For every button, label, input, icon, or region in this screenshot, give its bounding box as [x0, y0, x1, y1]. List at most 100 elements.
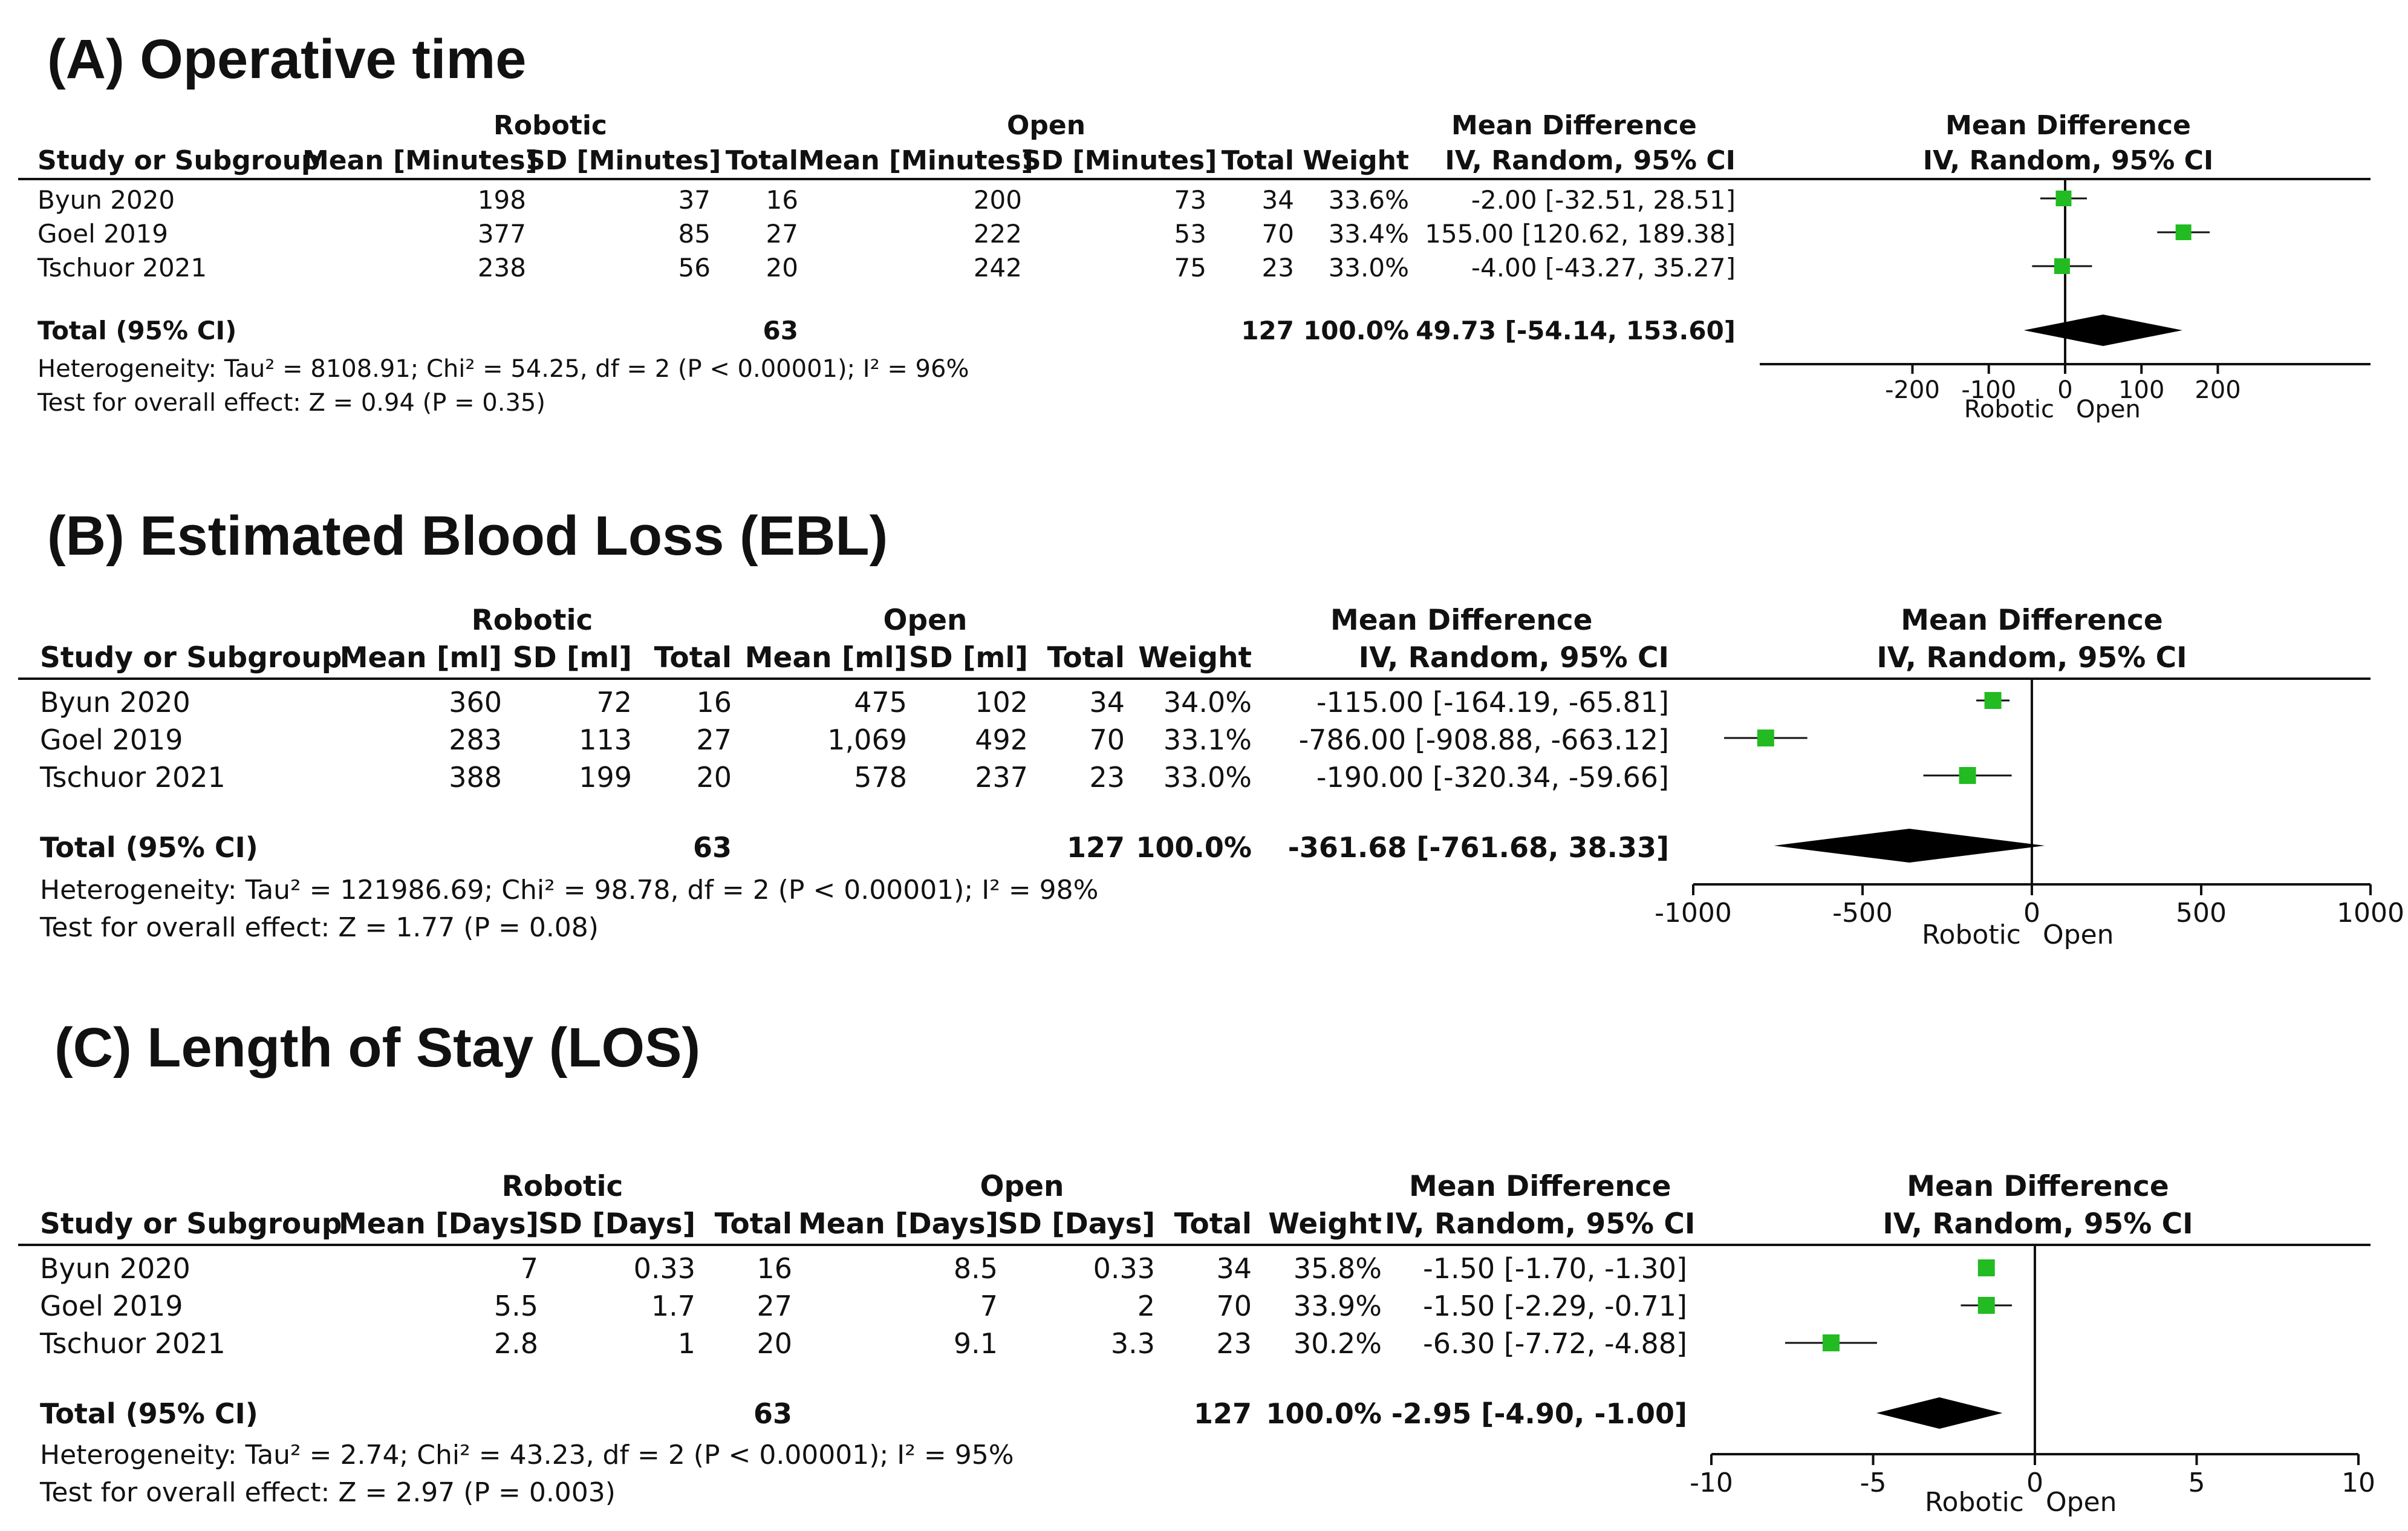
row-open-total: 70 [1216, 1290, 1252, 1322]
total-robotic: 63 [763, 316, 798, 345]
row-weight: 33.0% [1328, 253, 1409, 282]
row-open-sd: 237 [975, 761, 1028, 794]
col-open-total: Total [1174, 1207, 1252, 1241]
row-open-sd: 2 [1137, 1290, 1155, 1322]
header-rule [18, 1244, 2371, 1246]
row-robotic-total: 20 [757, 1327, 792, 1360]
total-label: Total (95% CI) [40, 1397, 258, 1430]
row-open-total: 34 [1216, 1252, 1252, 1285]
total-robotic: 63 [753, 1397, 792, 1430]
row-ci: 155.00 [120.62, 189.38] [1425, 219, 1736, 249]
panel-b: (B) Estimated Blood Loss (EBL) Robotic O… [0, 484, 2408, 980]
panel-a: (A) Operative time Robotic Open Mean Dif… [0, 0, 2408, 460]
row-study: Goel 2019 [40, 723, 183, 756]
overall-effect: Test for overall effect: Z = 0.94 (P = 0… [37, 389, 545, 417]
md-header-line1: Mean Difference [1409, 1170, 1671, 1203]
row-robotic-mean: 198 [477, 185, 526, 215]
col-robotic-total: Total [654, 641, 732, 674]
total-weight: 100.0% [1266, 1397, 1382, 1430]
x-tick-label: -1000 [1655, 898, 1732, 929]
col-open-sd: SD [Minutes] [1022, 145, 1217, 176]
heterogeneity: Heterogeneity: Tau² = 121986.69; Chi² = … [40, 875, 1099, 906]
col-study: Study or Subgroup [40, 641, 342, 674]
x-tick-label: 0 [2057, 376, 2072, 404]
row-open-sd: 53 [1174, 219, 1206, 249]
row-robotic-total: 27 [766, 219, 798, 249]
row-open-mean: 222 [973, 219, 1022, 249]
x-tick-label: 0 [2026, 1467, 2043, 1498]
overall-effect: Test for overall effect: Z = 1.77 (P = 0… [40, 912, 599, 943]
col-robotic-total: Total [714, 1207, 792, 1241]
row-robotic-sd: 199 [579, 761, 632, 794]
favours-right-label: Open [2043, 919, 2114, 950]
row-robotic-sd: 37 [678, 185, 711, 215]
col-open-mean: Mean [ml] [744, 641, 907, 674]
favours-right-label: Open [2076, 396, 2141, 423]
row-robotic-sd: 113 [579, 723, 632, 756]
row-open-total: 23 [1261, 253, 1294, 282]
x-tick-label: 5 [2188, 1467, 2205, 1498]
x-tick-label: 200 [2195, 376, 2240, 404]
row-weight: 33.1% [1163, 723, 1252, 756]
x-tick-label: -5 [1860, 1467, 1887, 1498]
total-ci: -361.68 [-761.68, 38.33] [1287, 831, 1669, 864]
row-robotic-mean: 360 [449, 686, 502, 719]
x-tick-label: -500 [1832, 898, 1893, 929]
header-rule [18, 178, 2371, 180]
study-marker [1977, 1259, 1995, 1276]
row-study: Tschuor 2021 [40, 1327, 226, 1360]
col-robotic-mean: Mean [Minutes] [302, 145, 538, 176]
row-ci: -115.00 [-164.19, -65.81] [1316, 686, 1669, 719]
total-label: Total (95% CI) [37, 316, 237, 345]
md-header-line1: Mean Difference [1330, 604, 1593, 637]
pooled-diamond [2023, 315, 2182, 346]
col-robotic-mean: Mean [Days] [339, 1207, 539, 1241]
row-open-mean: 8.5 [953, 1252, 998, 1285]
row-study: Goel 2019 [40, 1290, 183, 1322]
row-open-mean: 9.1 [953, 1327, 998, 1360]
row-ci: -190.00 [-320.34, -59.66] [1316, 761, 1669, 794]
row-study: Tschuor 2021 [40, 761, 226, 794]
row-open-total: 23 [1089, 761, 1125, 794]
panel-title: (A) Operative time [47, 28, 527, 90]
row-robotic-total: 27 [757, 1290, 792, 1322]
row-weight: 30.2% [1293, 1327, 1382, 1360]
row-open-sd: 73 [1174, 185, 1206, 215]
total-open: 127 [1241, 316, 1294, 345]
x-tick-label: -10 [1690, 1467, 1733, 1498]
row-study: Tschuor 2021 [37, 253, 207, 282]
favours-left-label: Robotic [1964, 396, 2054, 423]
total-ci: 49.73 [-54.14, 153.60] [1416, 316, 1736, 345]
col-open-total: Total [1047, 641, 1125, 674]
study-marker [2054, 258, 2070, 274]
row-robotic-total: 16 [766, 185, 798, 215]
x-tick-label: 100 [2118, 376, 2164, 404]
row-robotic-mean: 2.8 [493, 1327, 538, 1360]
row-open-mean: 475 [854, 686, 907, 719]
row-robotic-mean: 388 [449, 761, 502, 794]
row-ci: -1.50 [-2.29, -0.71] [1423, 1290, 1687, 1322]
panel-title: (B) Estimated Blood Loss (EBL) [47, 505, 888, 567]
total-weight: 100.0% [1303, 316, 1409, 345]
row-study: Byun 2020 [40, 1252, 190, 1285]
study-marker [1822, 1334, 1840, 1351]
header-rule [18, 677, 2371, 680]
row-study: Goel 2019 [37, 219, 168, 249]
study-marker [1977, 1297, 1995, 1314]
md-plot-header-line1: Mean Difference [1945, 110, 2191, 141]
open-group-header: Open [883, 604, 968, 637]
col-open-mean: Mean [Days] [798, 1207, 999, 1241]
row-weight: 34.0% [1163, 686, 1252, 719]
robotic-group-header: Robotic [493, 110, 608, 141]
md-plot-header-line2: IV, Random, 95% CI [1876, 641, 2187, 674]
study-marker [1984, 692, 2002, 709]
row-open-total: 23 [1216, 1327, 1252, 1360]
md-plot-header-line1: Mean Difference [1907, 1170, 2169, 1203]
row-open-sd: 0.33 [1093, 1252, 1155, 1285]
total-ci: -2.95 [-4.90, -1.00] [1391, 1397, 1687, 1430]
x-tick-label: -100 [1961, 376, 2016, 404]
col-study: Study or Subgroup [37, 145, 321, 176]
col-open-sd: SD [ml] [908, 641, 1028, 674]
row-open-mean: 578 [854, 761, 907, 794]
row-ci: -1.50 [-1.70, -1.30] [1423, 1252, 1687, 1285]
